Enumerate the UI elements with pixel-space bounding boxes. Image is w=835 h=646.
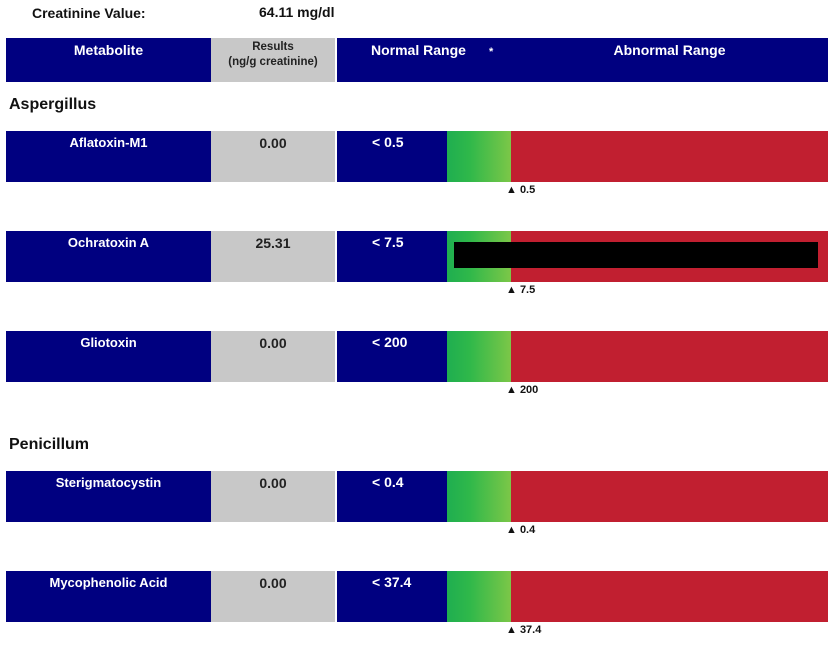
header-star: * [489,46,494,58]
header-normal-range: Normal Range * [337,38,511,82]
abnormal-range-bar [511,331,828,382]
metabolite-name: Aflatoxin-M1 [6,131,211,182]
normal-range-value: < 0.5 [337,131,447,182]
header-results-line2: (ng/g creatinine) [228,56,318,68]
normal-range-value: < 0.4 [337,471,447,522]
creatinine-value: 64.11 mg/dl [259,4,335,20]
redaction-bar [454,242,818,268]
abnormal-range-bar [511,131,828,182]
result-value: 25.31 [211,231,335,282]
threshold-marker: ▲ 200 [506,384,539,396]
table-row: Sterigmatocystin 0.00 < 0.4 ▲ 0.4 [0,471,835,541]
normal-range-value: < 37.4 [337,571,447,622]
section-title-penicillum: Penicillum [9,436,90,453]
table-row: Ochratoxin A 25.31 < 7.5 ▲ 7.5 [0,231,835,301]
result-value: 0.00 [211,331,335,382]
normal-range-bar [447,331,511,382]
table-row: Mycophenolic Acid 0.00 < 37.4 ▲ 37.4 [0,571,835,641]
result-value: 0.00 [211,131,335,182]
table-row: Aflatoxin-M1 0.00 < 0.5 ▲ 0.5 [0,131,835,201]
header-results-line1: Results [252,41,294,53]
threshold-marker: ▲ 0.4 [506,524,536,536]
header-abnormal-range: Abnormal Range [511,38,828,82]
metabolite-name: Sterigmatocystin [6,471,211,522]
header-results: Results (ng/g creatinine) [211,38,335,82]
result-value: 0.00 [211,471,335,522]
table-row: Gliotoxin 0.00 < 200 ▲ 200 [0,331,835,401]
header-normal-range-label: Normal Range [371,42,466,58]
header-metabolite: Metabolite [6,38,211,82]
normal-range-value: < 7.5 [337,231,447,282]
normal-range-bar [447,571,511,622]
metabolite-name: Gliotoxin [6,331,211,382]
creatinine-label: Creatinine Value: [32,5,146,21]
result-value: 0.00 [211,571,335,622]
threshold-marker: ▲ 37.4 [506,624,542,636]
abnormal-range-bar [511,471,828,522]
normal-range-bar [447,131,511,182]
normal-range-value: < 200 [337,331,447,382]
metabolite-name: Ochratoxin A [6,231,211,282]
threshold-marker: ▲ 0.5 [506,184,536,196]
threshold-marker: ▲ 7.5 [506,284,536,296]
metabolite-name: Mycophenolic Acid [6,571,211,622]
abnormal-range-bar [511,571,828,622]
section-title-aspergillus: Aspergillus [9,96,97,113]
normal-range-bar [447,471,511,522]
